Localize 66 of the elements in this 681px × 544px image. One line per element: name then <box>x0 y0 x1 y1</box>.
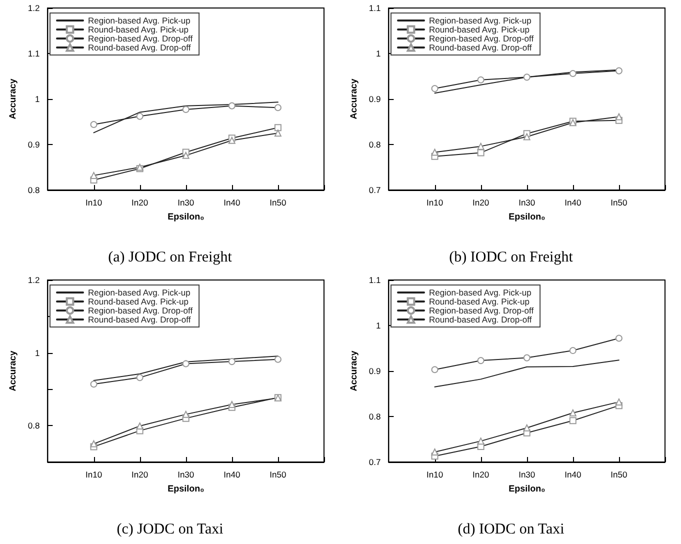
y-tick-label: 1.1 <box>368 3 381 13</box>
x-tick-label: In20 <box>132 198 148 208</box>
y-axis-title: Accuracy <box>348 78 358 120</box>
y-tick-label: 0.8 <box>368 140 381 150</box>
x-tick-label: In40 <box>224 198 240 208</box>
x-tick-label: In50 <box>270 470 286 480</box>
x-tick-label: In50 <box>610 198 628 208</box>
legend-label: Region-based Avg. Drop-off <box>88 34 194 44</box>
legend-label: Round-based Avg. Drop-off <box>429 42 532 52</box>
y-tick-label: 0.7 <box>368 185 381 195</box>
x-axis-title: Epsilon₀ <box>508 483 546 494</box>
y-tick-label: 0.9 <box>28 140 40 150</box>
y-tick-label: 1.2 <box>28 275 40 285</box>
text: (c) JODC on Taxi <box>116 522 224 538</box>
text: (d) IODC on Taxi <box>458 522 564 538</box>
legend-label: Round-based Avg. Pick-up <box>88 24 189 34</box>
legend-label: Region-based Avg. Drop-off <box>429 34 534 44</box>
x-tick-label: In30 <box>518 198 536 208</box>
x-tick-label: In20 <box>132 470 148 480</box>
x-tick-label: In40 <box>564 198 582 208</box>
legend-label: Round-based Avg. Drop-off <box>88 314 192 324</box>
x-tick-label: In30 <box>178 198 194 208</box>
x-tick-label: In10 <box>85 470 102 480</box>
x-axis-title: Epsilon₀ <box>168 483 204 494</box>
y-tick-label: 1 <box>376 320 381 330</box>
x-tick-label: In30 <box>518 470 536 480</box>
x-tick-label: In40 <box>564 470 582 480</box>
y-axis-title: Accuracy <box>8 350 18 392</box>
x-tick-label: In30 <box>178 470 194 480</box>
text: (a) JODC on Freight <box>108 250 233 266</box>
x-axis-title: Epsilon₀ <box>168 211 204 222</box>
legend-label: Region-based Avg. Pick-up <box>429 288 532 298</box>
text: (b) IODC on Freight <box>449 250 574 266</box>
y-tick-label: 0.9 <box>368 366 381 376</box>
y-axis-title: Accuracy <box>8 78 18 120</box>
x-tick-label: In10 <box>426 470 444 480</box>
legend-label: Round-based Avg. Pick-up <box>429 296 530 306</box>
y-tick-label: 1.1 <box>28 48 40 58</box>
legend-label: Region-based Avg. Pick-up <box>88 16 191 26</box>
y-tick-label: 0.9 <box>368 94 381 104</box>
y-tick-label: 1 <box>34 94 40 104</box>
legend-label: Round-based Avg. Pick-up <box>88 296 189 306</box>
y-tick-label: 0.8 <box>28 185 40 195</box>
y-tick-label: 0.7 <box>368 457 381 467</box>
legend-label: Round-based Avg. Drop-off <box>88 42 192 52</box>
x-axis-title: Epsilon₀ <box>508 211 546 222</box>
legend-label: Region-based Avg. Pick-up <box>429 16 532 26</box>
y-tick-label: 1 <box>34 348 40 358</box>
y-tick-label: 0.8 <box>28 420 40 431</box>
x-tick-label: In50 <box>270 198 286 208</box>
x-tick-label: In10 <box>426 198 444 208</box>
x-tick-label: In40 <box>224 470 240 480</box>
legend-label: Region-based Avg. Pick-up <box>88 288 191 298</box>
legend-label: Round-based Avg. Pick-up <box>429 24 530 34</box>
x-tick-label: In20 <box>472 470 490 480</box>
y-tick-label: 1.1 <box>368 275 381 285</box>
y-tick-label: 1 <box>376 48 381 58</box>
x-tick-label: In10 <box>85 198 102 208</box>
x-tick-label: In20 <box>472 198 490 208</box>
x-tick-label: In50 <box>610 470 628 480</box>
y-tick-label: 1.2 <box>28 3 40 13</box>
y-axis-title: Accuracy <box>348 350 358 392</box>
y-tick-label: 0.8 <box>368 412 381 422</box>
legend-label: Region-based Avg. Drop-off <box>429 306 534 316</box>
legend-label: Region-based Avg. Drop-off <box>88 306 194 316</box>
legend-label: Round-based Avg. Drop-off <box>429 314 532 324</box>
